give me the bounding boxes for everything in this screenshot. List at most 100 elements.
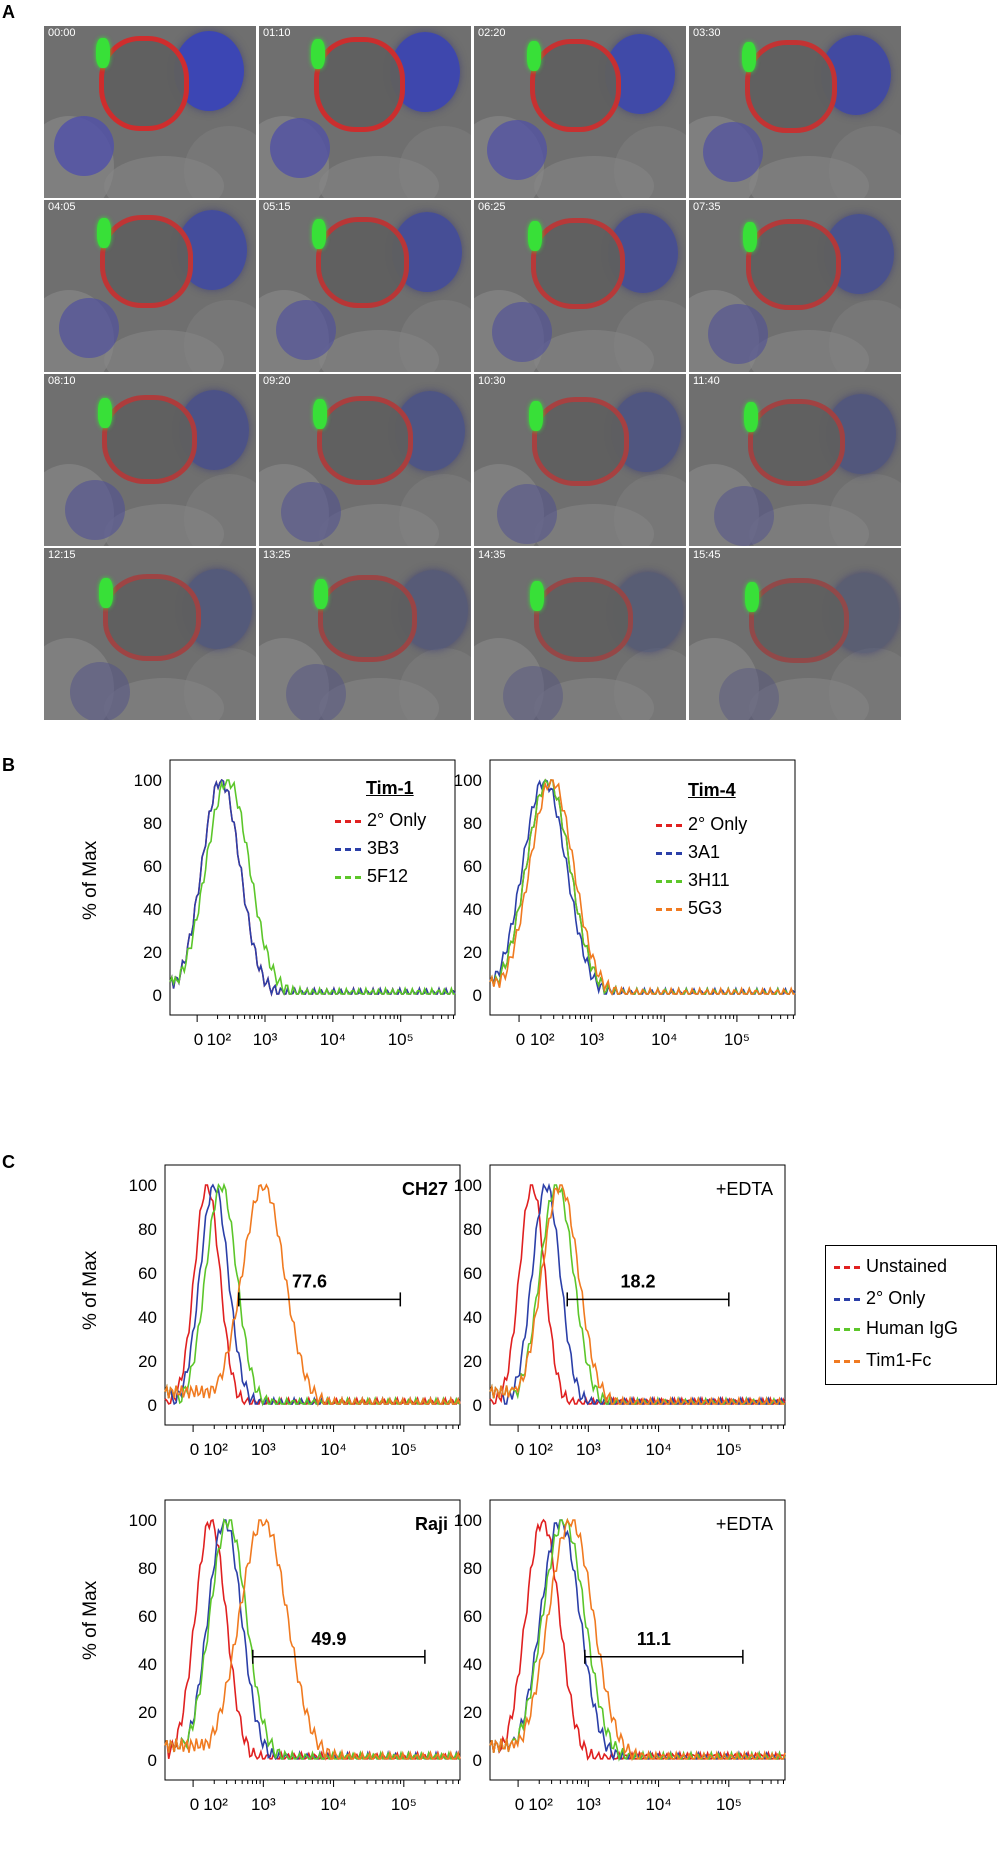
x-tick-label: 10⁴ [651, 1030, 677, 1049]
target-cell-blue-secondary [286, 664, 347, 720]
timestamp-label: 09:20 [263, 375, 291, 387]
y-axis-label-c1: % of Max [80, 1250, 101, 1330]
target-cell-blue-secondary [275, 300, 336, 360]
x-tick-label: 10⁴ [320, 1440, 346, 1459]
y-tick-label: 20 [138, 1703, 157, 1722]
x-tick-label: 10³ [251, 1440, 276, 1459]
green-marker [745, 582, 759, 612]
phagocyte-cell [317, 396, 413, 485]
timestamp-label: 03:30 [693, 27, 721, 39]
panel-letter-c: C [2, 1152, 15, 1172]
y-tick-label: 100 [134, 771, 162, 790]
histogram-curve [164, 1183, 461, 1408]
phagocyte-cell [532, 397, 629, 486]
phagocyte-cell [315, 216, 409, 309]
target-cell-blue-secondary [502, 666, 563, 720]
y-tick-label: 40 [143, 900, 162, 919]
x-tick-label: 10⁵ [391, 1440, 417, 1459]
y-tick-label: 100 [129, 1511, 157, 1530]
histogram-curve [489, 1518, 786, 1762]
green-marker [312, 219, 327, 250]
histogram-curve [164, 1518, 461, 1761]
x-tick-label: 10⁴ [645, 1795, 671, 1814]
background-cell [749, 156, 869, 198]
target-cell-blue-secondary [281, 482, 341, 542]
target-cell-blue-secondary [719, 668, 779, 720]
y-axis-label-b: % of Max [80, 840, 101, 920]
background-cell [319, 156, 439, 198]
gate-value-label: 77.6 [292, 1271, 327, 1291]
microscopy-tile: 07:35 [689, 200, 901, 372]
x-tick-label: 0 [515, 1795, 524, 1814]
y-tick-label: 0 [473, 986, 482, 1005]
y-tick-label: 80 [138, 1559, 157, 1578]
y-tick-label: 60 [463, 857, 482, 876]
green-marker [311, 39, 326, 70]
phagocyte-cell [101, 394, 197, 485]
y-tick-label: 20 [463, 1352, 482, 1371]
microscopy-tile: 13:25 [259, 548, 471, 720]
x-tick-label: 0 [194, 1030, 203, 1049]
x-tick-label: 10⁵ [716, 1440, 742, 1459]
y-tick-label: 100 [454, 771, 482, 790]
y-tick-label: 80 [138, 1220, 157, 1239]
histogram-curve [489, 1184, 786, 1406]
legend-item-human-igg: Human IgG [834, 1318, 958, 1339]
y-tick-label: 40 [138, 1655, 157, 1674]
x-tick-label: 10⁵ [391, 1795, 417, 1814]
green-marker [314, 579, 329, 610]
green-marker [96, 38, 110, 68]
phagocyte-cell [318, 575, 417, 662]
microscopy-tile: 12:15 [44, 548, 256, 720]
microscopy-tile: 02:20 [474, 26, 686, 198]
y-tick-label: 100 [454, 1176, 482, 1195]
tim4-legend-item-4: 5G3 [656, 898, 722, 919]
phagocyte-cell [103, 574, 201, 661]
background-cell [534, 156, 654, 198]
tim4-legend-item-2: 3A1 [656, 842, 720, 863]
y-tick-label: 100 [454, 1511, 482, 1530]
timestamp-label: 07:35 [693, 201, 721, 213]
y-tick-label: 60 [463, 1264, 482, 1283]
x-tick-label: 10² [207, 1030, 232, 1049]
plot-label: CH27 [402, 1179, 448, 1199]
y-tick-label: 100 [129, 1176, 157, 1195]
phagocyte-cell [745, 40, 837, 133]
green-marker [528, 400, 543, 431]
timestamp-label: 14:35 [478, 549, 506, 561]
phagocyte-cell [100, 215, 193, 308]
green-marker [743, 402, 758, 433]
timestamp-label: 15:45 [693, 549, 721, 561]
y-tick-label: 20 [463, 1703, 482, 1722]
histogram-curve [169, 779, 455, 997]
background-cell [104, 156, 224, 198]
histogram-raji: 100 80 60 40 20 0 0 10² 10³ 10⁴ 10⁵ 49.9 Raji [129, 1499, 470, 1830]
histogram-curve [169, 778, 456, 997]
microscopy-tile: 15:45 [689, 548, 901, 720]
x-tick-label: 10³ [576, 1440, 601, 1459]
plot-label: +EDTA [716, 1179, 773, 1199]
legend-item-unstained: Unstained [834, 1256, 947, 1277]
green-marker [529, 580, 544, 611]
timestamp-label: 00:00 [48, 27, 76, 39]
y-tick-label: 0 [473, 1751, 482, 1770]
microscopy-tile: 00:00 [44, 26, 256, 198]
background-cell [319, 330, 439, 372]
tim4-legend-title: Tim-4 [688, 780, 736, 800]
histogram-curve [164, 1183, 461, 1406]
y-tick-label: 60 [138, 1264, 157, 1283]
x-tick-label: 10⁴ [320, 1795, 346, 1814]
microscopy-tile: 08:10 [44, 374, 256, 546]
panel-c-legend: Unstained 2° Only Human IgG Tim1-Fc [825, 1245, 997, 1385]
histogram-svg: 100 80 60 40 20 0 0 10² 10³ 10⁴ 10⁵ [454, 759, 796, 1049]
x-tick-label: 10⁴ [320, 1030, 346, 1049]
x-tick-label: 0 [190, 1795, 199, 1814]
target-cell-blue-secondary [486, 120, 547, 180]
target-cell-blue-secondary [64, 480, 125, 540]
tim1-legend-item-2: 3B3 [335, 838, 399, 859]
green-marker [97, 217, 112, 248]
histogram-curve [164, 1182, 461, 1407]
green-marker [527, 220, 542, 251]
panel-letter-a: A [2, 2, 15, 22]
green-marker [742, 222, 757, 253]
